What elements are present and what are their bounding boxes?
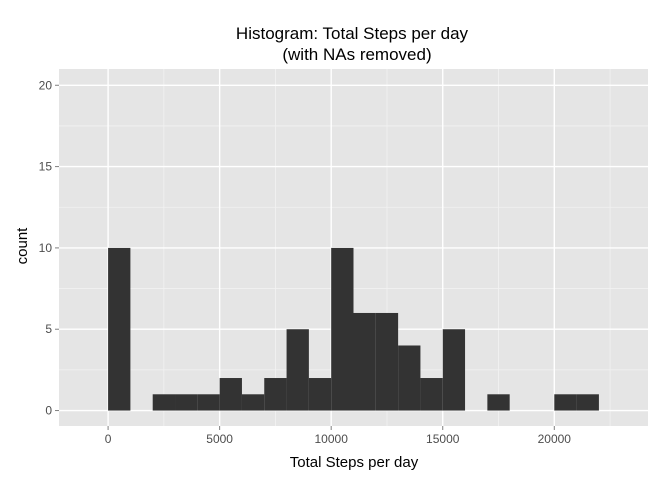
x-tick-label: 5000 [206,432,233,446]
x-axis-title: Total Steps per day [290,454,419,471]
histogram-bar [219,378,242,411]
x-tick-label: 10000 [315,432,349,446]
y-axis-title: count [14,227,31,265]
histogram-bar [487,394,510,411]
histogram-bar [241,394,265,411]
y-tick-label: 20 [39,78,53,92]
y-tick-label: 15 [39,160,53,174]
histogram-bar [308,378,332,411]
y-tick-label: 10 [39,241,53,255]
histogram-bar [197,394,220,411]
histogram-bar [108,247,131,411]
histogram-bar [331,247,354,411]
x-tick-label: 15000 [426,432,460,446]
chart-title: Histogram: Total Steps per day [236,24,469,43]
histogram-bar [398,345,421,411]
x-tick-label: 0 [105,432,112,446]
y-tick-label: 0 [45,404,52,418]
x-tick-label: 20000 [538,432,572,446]
histogram-bar [375,312,399,411]
histogram-bar [420,378,443,411]
histogram-bar [442,329,466,411]
histogram-bar [152,394,176,411]
histogram-bar [175,394,198,411]
histogram-bar [554,394,577,411]
histogram-bar [353,312,376,411]
histogram-bar [286,329,309,411]
histogram-bars [108,247,599,411]
histogram-bar [264,378,287,411]
y-tick-label: 5 [45,322,52,336]
axis-ticks: 0 5000 10000 15000 20000 0 5 10 15 20 [39,78,572,446]
chart-subtitle: (with NAs removed) [282,45,431,64]
histogram-bar [576,394,599,411]
